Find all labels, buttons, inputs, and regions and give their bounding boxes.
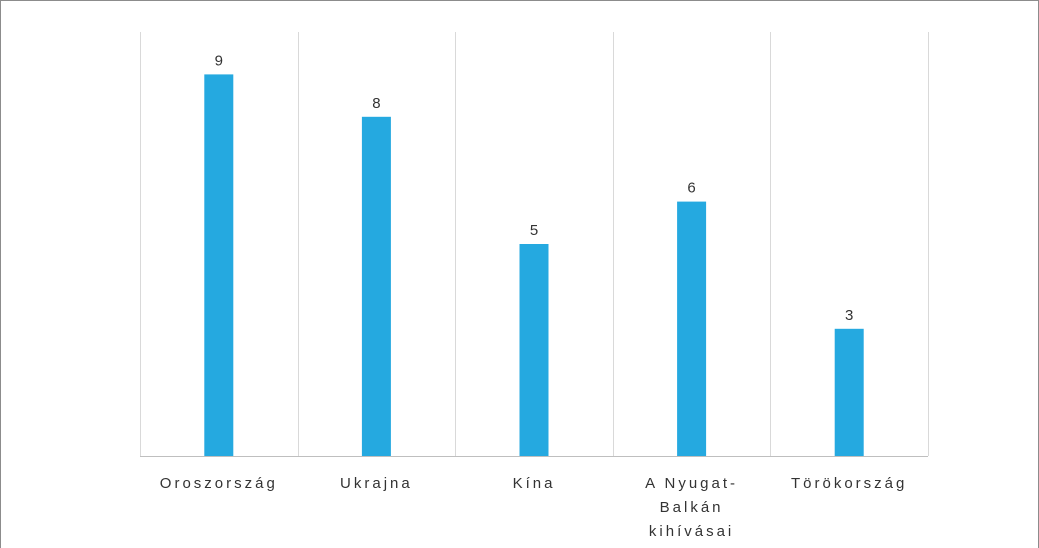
data-label: 3 xyxy=(845,307,853,324)
bar xyxy=(834,328,864,456)
x-tick-label: kihívásai xyxy=(649,523,734,540)
x-tick-label: Balkán xyxy=(660,499,724,516)
bar xyxy=(361,116,391,457)
gridlines xyxy=(140,32,929,456)
data-label: 6 xyxy=(687,180,695,197)
data-label: 9 xyxy=(215,52,223,69)
x-tick-label: Ukrajna xyxy=(340,475,413,492)
data-labels: 9 8 5 6 3 xyxy=(215,52,854,323)
bar xyxy=(519,244,549,456)
data-label: 8 xyxy=(372,95,380,112)
x-tick-label: A Nyugat- xyxy=(645,475,738,492)
bars xyxy=(204,74,864,457)
x-tick-label: Oroszország xyxy=(160,475,278,492)
x-axis: Oroszország Ukrajna Kína A Nyugat- Balkán kih… xyxy=(140,456,928,540)
bar xyxy=(677,201,707,456)
x-tick-label: Törökország xyxy=(791,475,907,492)
data-label: 5 xyxy=(530,222,538,239)
bar xyxy=(204,74,234,457)
x-tick-label: Kína xyxy=(513,475,556,492)
